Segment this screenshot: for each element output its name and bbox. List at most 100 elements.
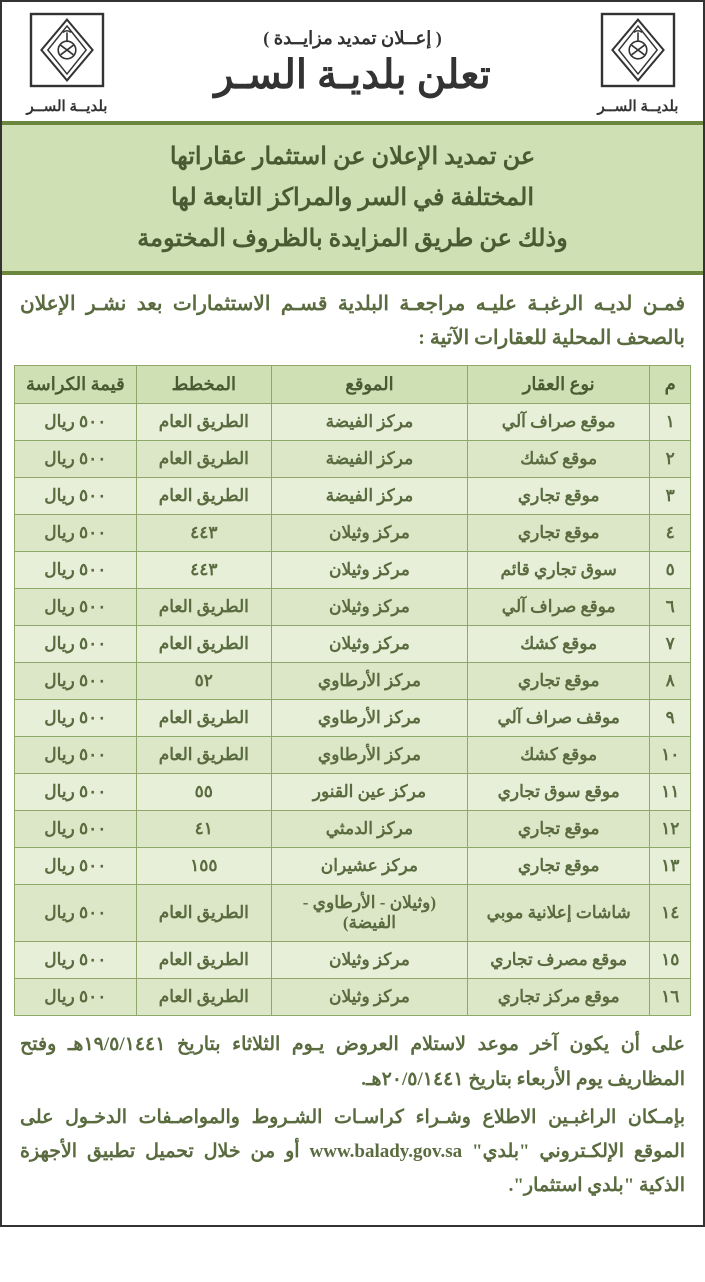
cell-location: مركز الفيضة [271,441,467,478]
cell-idx: ٢ [650,441,691,478]
cell-plan: الطريق العام [136,589,271,626]
banner: عن تمديد الإعلان عن استثمار عقاراتها الم… [2,121,703,275]
cell-price: ٥٠٠ ريال [15,589,137,626]
cell-price: ٥٠٠ ريال [15,441,137,478]
municipality-logo-icon [27,10,107,90]
logo-left-label: بلديــة الســر [17,97,117,116]
cell-idx: ١٠ [650,737,691,774]
main-title: تعلن بلديـة السـر [117,51,588,98]
cell-type: موقع سوق تجاري [467,774,650,811]
cell-price: ٥٠٠ ريال [15,885,137,942]
footer-deadline: على أن يكون آخر موعد لاستلام العروض يـوم… [20,1028,685,1096]
cell-location: مركز وثيلان [271,515,467,552]
cell-type: موقع صراف آلي [467,589,650,626]
cell-type: شاشات إعلانية موبي [467,885,650,942]
cell-price: ٥٠٠ ريال [15,404,137,441]
cell-location: مركز عشيران [271,848,467,885]
cell-type: موقع تجاري [467,515,650,552]
municipality-logo-icon [598,10,678,90]
cell-location: مركز الفيضة [271,404,467,441]
header-titles: ( إعــلان تمديد مزايــدة ) تعلن بلديـة ا… [117,28,588,98]
cell-idx: ٥ [650,552,691,589]
cell-plan: ٤١ [136,811,271,848]
cell-location: مركز وثيلان [271,589,467,626]
cell-type: موقف صراف آلي [467,700,650,737]
pre-title: ( إعــلان تمديد مزايــدة ) [117,28,588,49]
cell-plan: الطريق العام [136,626,271,663]
cell-price: ٥٠٠ ريال [15,942,137,979]
table-row: ١٠موقع كشكمركز الأرطاويالطريق العام٥٠٠ ر… [15,737,691,774]
table-row: ٤موقع تجاريمركز وثيلان٤٤٣٥٠٠ ريال [15,515,691,552]
cell-plan: ٤٤٣ [136,515,271,552]
cell-idx: ٧ [650,626,691,663]
cell-price: ٥٠٠ ريال [15,626,137,663]
table-row: ٩موقف صراف آليمركز الأرطاويالطريق العام٥… [15,700,691,737]
cell-location: مركز الدمثي [271,811,467,848]
table-header-row: م نوع العقار الموقع المخطط قيمة الكراسة [15,366,691,404]
cell-price: ٥٠٠ ريال [15,552,137,589]
col-header-index: م [650,366,691,404]
banner-line-1: عن تمديد الإعلان عن استثمار عقاراتها [17,137,688,178]
cell-plan: الطريق العام [136,700,271,737]
cell-idx: ٣ [650,478,691,515]
cell-plan: الطريق العام [136,404,271,441]
cell-price: ٥٠٠ ريال [15,774,137,811]
cell-plan: الطريق العام [136,478,271,515]
header: بلديــة الســر ( إعــلان تمديد مزايــدة … [2,2,703,121]
cell-plan: الطريق العام [136,441,271,478]
cell-plan: ١٥٥ [136,848,271,885]
cell-plan: الطريق العام [136,979,271,1016]
cell-type: موقع تجاري [467,478,650,515]
cell-price: ٥٠٠ ريال [15,663,137,700]
table-row: ١٤شاشات إعلانية موبي(وثيلان - الأرطاوي -… [15,885,691,942]
properties-table: م نوع العقار الموقع المخطط قيمة الكراسة … [14,365,691,1016]
cell-location: مركز وثيلان [271,626,467,663]
table-row: ١١موقع سوق تجاريمركز عين القنور٥٥٥٠٠ ريا… [15,774,691,811]
cell-price: ٥٠٠ ريال [15,737,137,774]
cell-plan: الطريق العام [136,885,271,942]
cell-type: موقع تجاري [467,663,650,700]
cell-location: مركز وثيلان [271,942,467,979]
cell-price: ٥٠٠ ريال [15,848,137,885]
footer-website: بإمـكان الراغبـين الاطلاع وشـراء كراسـات… [20,1101,685,1204]
cell-idx: ٦ [650,589,691,626]
table-row: ١موقع صراف آليمركز الفيضةالطريق العام٥٠٠… [15,404,691,441]
cell-plan: ٥٢ [136,663,271,700]
table-row: ٨موقع تجاريمركز الأرطاوي٥٢٥٠٠ ريال [15,663,691,700]
table-row: ١٥موقع مصرف تجاريمركز وثيلانالطريق العام… [15,942,691,979]
cell-location: مركز وثيلان [271,979,467,1016]
cell-type: موقع كشك [467,737,650,774]
col-header-price: قيمة الكراسة [15,366,137,404]
cell-idx: ١٤ [650,885,691,942]
cell-location: مركز وثيلان [271,552,467,589]
table-row: ١٦موقع مركز تجاريمركز وثيلانالطريق العام… [15,979,691,1016]
footer-url: www.balady.gov.sa [310,1141,463,1162]
cell-location: (وثيلان - الأرطاوي - الفيضة) [271,885,467,942]
cell-location: مركز الأرطاوي [271,737,467,774]
banner-line-2: المختلفة في السر والمراكز التابعة لها [17,178,688,219]
cell-type: موقع صراف آلي [467,404,650,441]
cell-price: ٥٠٠ ريال [15,979,137,1016]
cell-price: ٥٠٠ ريال [15,515,137,552]
cell-idx: ٤ [650,515,691,552]
cell-idx: ١٢ [650,811,691,848]
cell-price: ٥٠٠ ريال [15,478,137,515]
cell-price: ٥٠٠ ريال [15,811,137,848]
footer: على أن يكون آخر موعد لاستلام العروض يـوم… [2,1016,703,1225]
col-header-plan: المخطط [136,366,271,404]
table-row: ٣موقع تجاريمركز الفيضةالطريق العام٥٠٠ ري… [15,478,691,515]
cell-idx: ١٦ [650,979,691,1016]
table-row: ١٢موقع تجاريمركز الدمثي٤١٥٠٠ ريال [15,811,691,848]
announcement-page: بلديــة الســر ( إعــلان تمديد مزايــدة … [0,0,705,1227]
cell-idx: ١١ [650,774,691,811]
col-header-type: نوع العقار [467,366,650,404]
cell-plan: ٤٤٣ [136,552,271,589]
table-row: ١٣موقع تجاريمركز عشيران١٥٥٥٠٠ ريال [15,848,691,885]
table-row: ٥سوق تجاري قائممركز وثيلان٤٤٣٥٠٠ ريال [15,552,691,589]
cell-plan: ٥٥ [136,774,271,811]
cell-plan: الطريق العام [136,942,271,979]
cell-type: سوق تجاري قائم [467,552,650,589]
col-header-location: الموقع [271,366,467,404]
banner-line-3: وذلك عن طريق المزايدة بالظروف المختومة [17,219,688,260]
cell-price: ٥٠٠ ريال [15,700,137,737]
